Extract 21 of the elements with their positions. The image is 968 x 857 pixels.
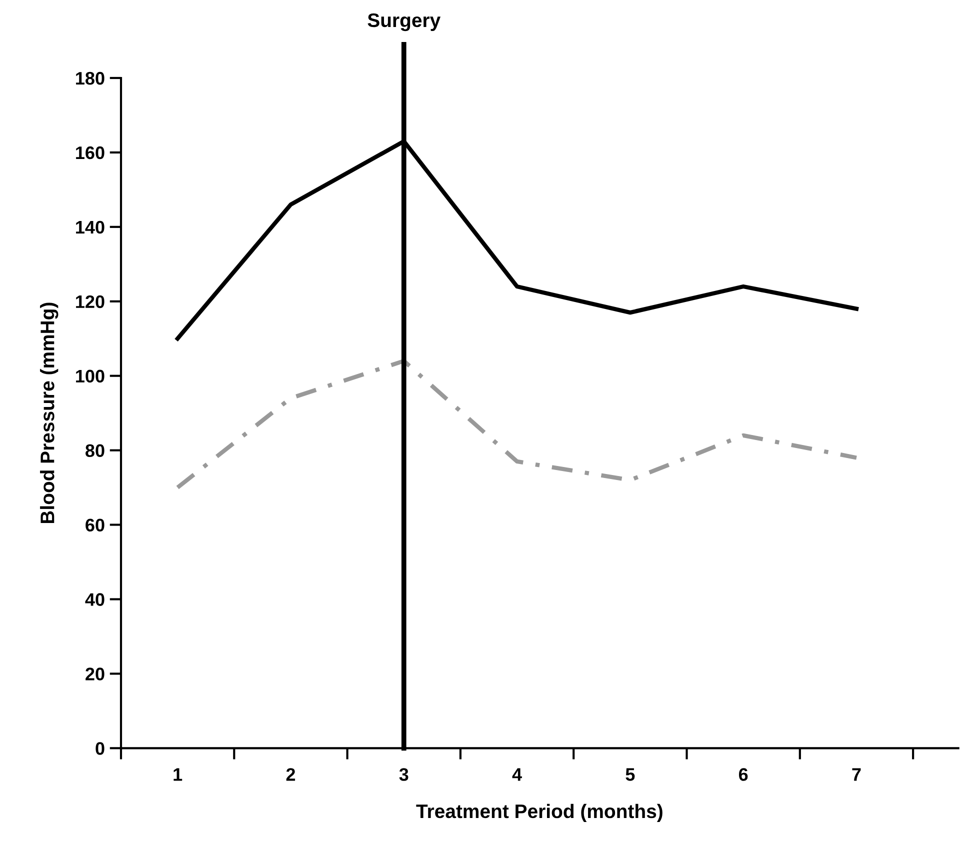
ref-line-label: Surgery <box>368 13 441 32</box>
y-tick-label: 60 <box>86 518 104 532</box>
y-tick-label: 80 <box>86 444 104 458</box>
y-tick-label: 160 <box>76 146 104 160</box>
y-tick-label: 0 <box>96 742 104 755</box>
x-axis-title: Treatment Period (months) <box>416 804 662 822</box>
x-tick-label: 1 <box>174 768 182 781</box>
y-tick-label: 140 <box>76 220 104 234</box>
x-tick-label: 7 <box>852 768 861 781</box>
line-series <box>175 358 859 490</box>
y-tick-label: 100 <box>76 370 104 383</box>
x-tick-label: 4 <box>512 768 522 781</box>
x-tick-label: 2 <box>286 768 296 781</box>
y-tick-label: 20 <box>86 668 104 680</box>
y-tick-label: 180 <box>76 72 104 85</box>
y-tick-label: 120 <box>76 295 104 308</box>
y-tick-label: 40 <box>85 593 104 606</box>
x-tick-label: 3 <box>399 768 408 781</box>
x-tick-label: 5 <box>626 768 635 781</box>
x-tick-label: 6 <box>738 768 748 781</box>
y-axis-title: Blood Pressure (mmHg) <box>40 302 58 524</box>
